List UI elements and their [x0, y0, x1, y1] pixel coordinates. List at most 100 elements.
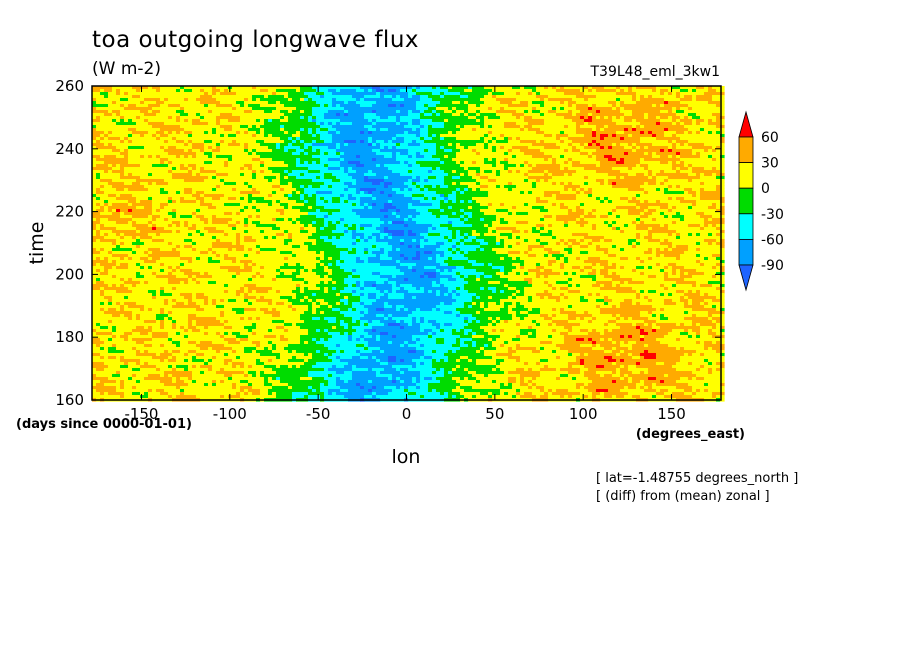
heatmap-cell [628, 167, 633, 171]
heatmap-cell [396, 134, 417, 138]
heatmap-cell [260, 317, 301, 321]
heatmap-cell [380, 95, 385, 99]
heatmap-cell [172, 293, 181, 297]
heatmap-cell [620, 257, 629, 261]
heatmap-cell [252, 167, 269, 171]
heatmap-cell [212, 347, 233, 351]
heatmap-cell [196, 302, 205, 306]
heatmap-cell [188, 119, 193, 123]
heatmap-cell [344, 302, 349, 306]
heatmap-cell [224, 335, 237, 339]
heatmap-cell [448, 119, 477, 123]
heatmap-cell [92, 338, 101, 342]
heatmap-cell [384, 251, 389, 255]
heatmap-cell [268, 194, 273, 198]
heatmap-cell [568, 239, 577, 243]
heatmap-cell [508, 284, 533, 288]
heatmap-cell [336, 128, 369, 132]
heatmap-cell [400, 239, 405, 243]
heatmap-cell [296, 254, 325, 258]
heatmap-cell [256, 326, 277, 330]
heatmap-cell [492, 248, 529, 252]
heatmap-cell [336, 131, 341, 135]
heatmap-cell [324, 317, 337, 321]
heatmap-cell [512, 308, 529, 312]
heatmap-cell [180, 251, 201, 255]
heatmap-cell [692, 203, 697, 207]
heatmap-cell [632, 245, 637, 249]
heatmap-cell [436, 143, 449, 147]
heatmap-cell [304, 92, 317, 96]
heatmap-cell [440, 323, 445, 327]
heatmap-cell [648, 344, 669, 348]
heatmap-cell [668, 332, 681, 336]
heatmap-cell [336, 260, 341, 264]
heatmap-cell [320, 104, 325, 108]
heatmap-cell [124, 302, 137, 306]
heatmap-cell [168, 98, 185, 102]
heatmap-cell [524, 161, 529, 165]
heatmap-cell [572, 329, 581, 333]
heatmap-cell [660, 149, 665, 153]
heatmap-cell [580, 245, 589, 249]
heatmap-cell [340, 179, 357, 183]
heatmap-cell [656, 200, 661, 204]
heatmap-cell [324, 221, 329, 225]
heatmap-cell [400, 248, 437, 252]
heatmap-cell [388, 302, 441, 306]
heatmap-cell [656, 290, 677, 294]
heatmap-cell [296, 188, 305, 192]
heatmap-cell [208, 155, 213, 159]
heatmap-cell [508, 137, 513, 141]
heatmap-cell [316, 299, 325, 303]
heatmap-cell [460, 200, 465, 204]
heatmap-cell [204, 149, 213, 153]
heatmap-cell [172, 341, 181, 345]
heatmap-cell [208, 332, 217, 336]
heatmap-cell [260, 341, 269, 345]
heatmap-cell [256, 239, 285, 243]
heatmap-cell [676, 197, 685, 201]
heatmap-cell [224, 179, 269, 183]
heatmap-cell [496, 236, 509, 240]
heatmap-cell [524, 173, 529, 177]
heatmap-cell [92, 155, 101, 159]
heatmap-cell [132, 257, 141, 261]
heatmap-cell [280, 353, 305, 357]
heatmap-cell [372, 194, 389, 198]
heatmap-cell [188, 149, 193, 153]
heatmap-cell [308, 299, 313, 303]
heatmap-cell [696, 113, 713, 117]
heatmap-cell [284, 113, 313, 117]
heatmap-cell [92, 344, 97, 348]
heatmap-cell [600, 293, 637, 297]
heatmap-cell [688, 224, 701, 228]
heatmap-cell [96, 191, 105, 195]
heatmap-cell [164, 161, 169, 165]
heatmap-cell [184, 149, 189, 153]
heatmap-cell [628, 335, 633, 339]
heatmap-cell [396, 284, 401, 288]
heatmap-cell [308, 161, 313, 165]
heatmap-cell [228, 299, 237, 303]
heatmap-cell [228, 224, 237, 228]
heatmap-cell [496, 149, 509, 153]
heatmap-cell [268, 146, 277, 150]
heatmap-cell [248, 182, 281, 186]
heatmap-cell [104, 236, 121, 240]
heatmap-cell [96, 329, 113, 333]
heatmap-cell [240, 239, 245, 243]
heatmap-cell [640, 200, 645, 204]
heatmap-cell [268, 119, 273, 123]
heatmap-cell [296, 284, 301, 288]
heatmap-cell [488, 224, 493, 228]
heatmap-cell [668, 116, 673, 120]
heatmap-cell [100, 176, 121, 180]
heatmap-cell [92, 215, 121, 219]
heatmap-cell [456, 290, 469, 294]
heatmap-cell [476, 119, 481, 123]
heatmap-cell [424, 239, 429, 243]
heatmap-cell [392, 212, 397, 216]
heatmap-cell [600, 161, 617, 165]
heatmap-cell [220, 239, 237, 243]
